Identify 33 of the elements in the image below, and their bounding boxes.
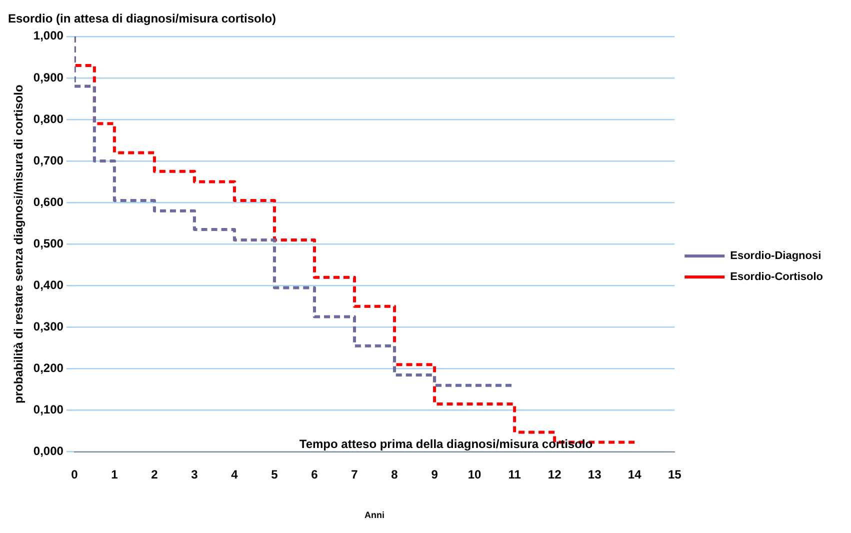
- y-tick-label: 0,300: [33, 319, 64, 334]
- x-tick-label: 11: [508, 467, 522, 482]
- y-tick-label: 0,700: [33, 153, 64, 168]
- y-tick-label: 0,000: [33, 444, 64, 458]
- x-tick-label: 5: [271, 467, 278, 482]
- x-tick-label: 4: [231, 467, 238, 482]
- x-tick-label: 12: [548, 467, 562, 482]
- x-tick-label: 0: [71, 467, 78, 482]
- annotation: Tempo atteso prima della diagnosi/misura cortisolo: [299, 437, 593, 452]
- x-tick-label: 15: [668, 467, 682, 482]
- legend-label: Esordio-Cortisolo: [730, 271, 824, 284]
- x-tick-label: 1: [111, 467, 118, 482]
- chart-title: Esordio (in attesa di diagnosi/misura cortisolo): [8, 12, 276, 26]
- y-axis-title: probabilità di restare senza diagnosi/misura di cortisolo: [12, 84, 26, 404]
- legend-label: Esordio-Diagnosi: [730, 250, 822, 262]
- y-tick-label: 0,100: [33, 402, 64, 417]
- x-tick-label: 9: [431, 467, 438, 482]
- x-tick-label: 8: [391, 467, 398, 482]
- y-tick-label: 1,000: [33, 28, 64, 43]
- y-tick-label: 0,600: [33, 194, 64, 209]
- y-tick-label: 0,500: [33, 236, 64, 250]
- x-tick-label: 10: [468, 467, 482, 482]
- x-axis-title: Anni: [364, 510, 385, 520]
- y-tick-label: 0,900: [33, 70, 64, 84]
- x-tick-label: 2: [151, 467, 158, 482]
- y-tick-label: 0,400: [33, 278, 64, 292]
- x-tick-label: 7: [351, 467, 358, 482]
- x-tick-label: 14: [628, 467, 642, 482]
- y-tick-label: 0,800: [33, 112, 64, 126]
- x-tick-label: 13: [588, 467, 602, 482]
- y-tick-label: 0,200: [33, 361, 64, 376]
- x-tick-label: 3: [191, 467, 198, 482]
- x-tick-label: 6: [311, 467, 318, 482]
